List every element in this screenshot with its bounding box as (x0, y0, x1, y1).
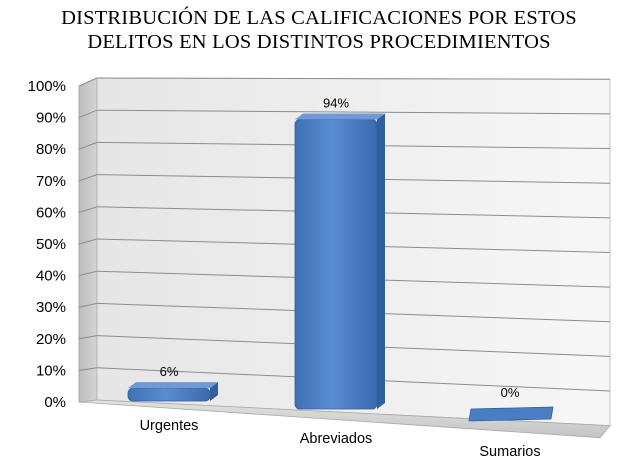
category-label: Sumarios (479, 444, 540, 460)
bar-top (295, 113, 385, 120)
bar-top (128, 382, 218, 389)
gridline-side (78, 367, 98, 371)
bar-front (468, 406, 554, 422)
gridline-side (78, 335, 98, 340)
bar (468, 406, 554, 422)
gridline (96, 109, 611, 115)
bar-front (294, 119, 378, 410)
bar-side (210, 382, 218, 401)
gridline (96, 77, 611, 80)
y-tick-label: 60% (36, 204, 66, 221)
gridline-side (78, 238, 98, 245)
chart-title-line-2: DELITOS EN LOS DISTINTOS PROCEDIMIENTOS (87, 31, 551, 53)
y-tick-label: 90% (36, 110, 66, 127)
y-tick-label: 10% (36, 362, 66, 379)
bar-side (377, 113, 385, 410)
y-tick-label: 100% (28, 78, 66, 95)
y-tick-label: 70% (36, 173, 66, 190)
y-tick-label: 0% (44, 394, 66, 411)
y-tick-label: 50% (36, 236, 66, 253)
gridline-side (78, 270, 98, 277)
data-label: 94% (323, 95, 349, 110)
bar-front (127, 387, 211, 402)
gridline-side (78, 109, 98, 119)
category-label: Urgentes (140, 418, 199, 434)
category-label: Abreviados (300, 431, 373, 447)
gridline-side (78, 302, 98, 308)
bar (294, 113, 385, 410)
y-tick-label: 40% (36, 268, 66, 285)
y-tick-label: 80% (36, 141, 66, 158)
floor (78, 399, 611, 439)
y-tick-label: 20% (36, 331, 66, 348)
data-label: 0% (501, 385, 520, 400)
gridline-side (78, 174, 98, 182)
gridline-side (78, 141, 98, 150)
gridline-side (78, 77, 98, 87)
data-label: 6% (160, 364, 179, 379)
bar (127, 382, 218, 402)
chart-title-line-1: DISTRIBUCIÓN DE LAS CALIFICACIONES POR E… (61, 7, 577, 29)
y-tick-label: 30% (36, 299, 66, 316)
gridline-side (78, 206, 98, 213)
